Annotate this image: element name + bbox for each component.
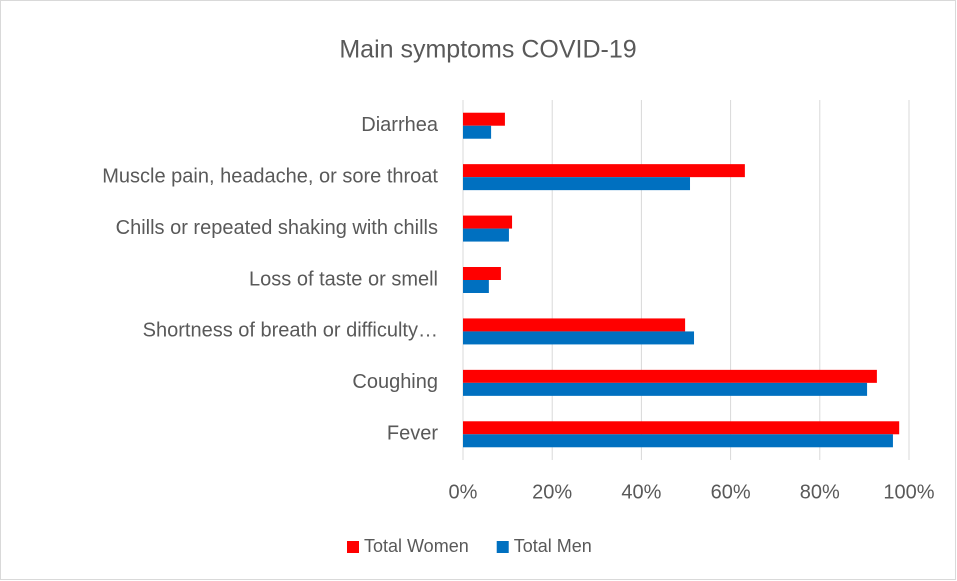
chart-title: Main symptoms COVID-19 [339,36,636,64]
x-tick-label: 60% [711,481,751,503]
bar [463,280,489,293]
bar [463,267,501,280]
bar [463,318,686,332]
bar [463,331,695,345]
bar [463,228,509,242]
bar [463,125,492,139]
legend-label: Total Women [364,536,469,556]
legend-swatch [347,541,359,553]
y-tick-label: Diarrhea [361,114,439,136]
x-tick-label: 0% [449,481,478,503]
bar [463,434,893,448]
bar [463,382,868,396]
y-tick-label: Chills or repeated shaking with chills [116,217,438,239]
bar [463,369,877,383]
y-tick-label: Loss of taste or smell [249,268,438,290]
bar [463,177,691,191]
legend-swatch [496,541,509,553]
y-tick-label: Muscle pain, headache, or sore throat [102,165,438,187]
y-tick-label: Fever [387,423,438,445]
legend-label: Total Men [514,536,592,556]
x-tick-label: 100% [883,481,934,503]
bar [463,112,505,126]
y-tick-label: Shortness of breath or difficulty… [143,320,438,342]
x-tick-label: 40% [621,481,661,503]
bar [463,164,745,178]
x-tick-label: 80% [800,481,840,503]
bar [463,215,513,229]
x-tick-label: 20% [532,481,572,503]
bar [463,421,900,435]
y-tick-label: Coughing [352,371,438,393]
